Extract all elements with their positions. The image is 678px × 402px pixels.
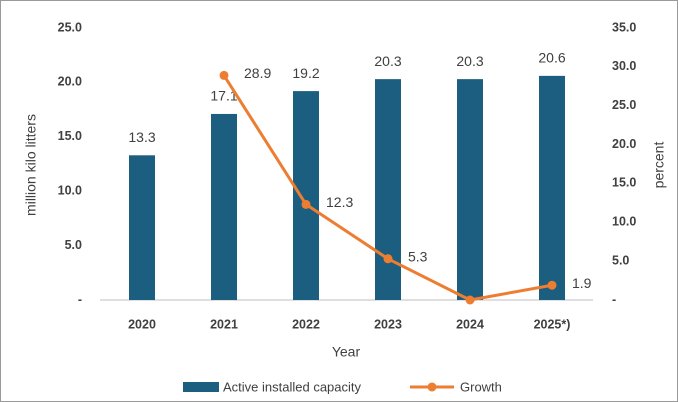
y-axis-title: million kilo litters [23,114,39,216]
line-value-label: 5.3 [408,249,428,265]
bar [375,79,401,300]
y2-tick-label: 25.0 [612,98,636,112]
line-value-label: 12.3 [326,194,353,210]
y2-tick-label: 5.0 [612,253,629,267]
y-tick-label: 20.0 [58,75,82,89]
y2-tick-label: 20.0 [612,137,636,151]
growth-point [547,280,557,290]
growth-point [465,295,475,305]
bar [293,91,319,300]
legend-label: Active installed capacity [223,379,362,394]
growth-point [301,199,311,209]
x-tick-label: 2023 [374,317,402,331]
y-tick-label: 25.0 [58,20,82,34]
bar [129,155,155,300]
bar-value-label: 20.3 [374,53,401,69]
growth-point [383,254,393,264]
bar-value-label: 19.2 [292,65,319,81]
y2-tick-label: 30.0 [612,59,636,73]
growth-point [219,70,229,80]
legend-label: Growth [460,379,502,394]
bar-value-label: 13.3 [128,129,155,145]
x-tick-label: 2022 [292,317,320,331]
y2-tick-label: 35.0 [612,20,636,34]
x-tick-label: 2021 [210,317,238,331]
y-tick-label: - [78,292,82,306]
bar-value-label: 20.3 [456,53,483,69]
x-axis-title: Year [332,344,361,360]
legend-swatch [183,382,219,392]
line-value-label: 28.9 [244,65,271,81]
bar-value-label: 20.6 [538,50,565,66]
legend-swatch-dot [427,382,437,392]
x-tick-label: 2025*) [534,317,571,331]
bar [211,113,237,301]
y2-axis-title: percent [651,142,667,189]
x-tick-label: 2020 [128,317,156,331]
y-tick-label: 10.0 [58,183,82,197]
y2-tick-label: - [612,292,616,306]
x-tick-label: 2024 [456,317,484,331]
y-tick-label: 15.0 [58,129,82,143]
line-value-label: 1.9 [572,275,592,291]
bar [457,79,483,300]
y2-tick-label: 15.0 [612,176,636,190]
y2-tick-label: 10.0 [612,215,636,229]
y-tick-label: 5.0 [65,238,82,252]
bar [539,75,565,300]
bar-value-label: 17.1 [210,88,237,104]
